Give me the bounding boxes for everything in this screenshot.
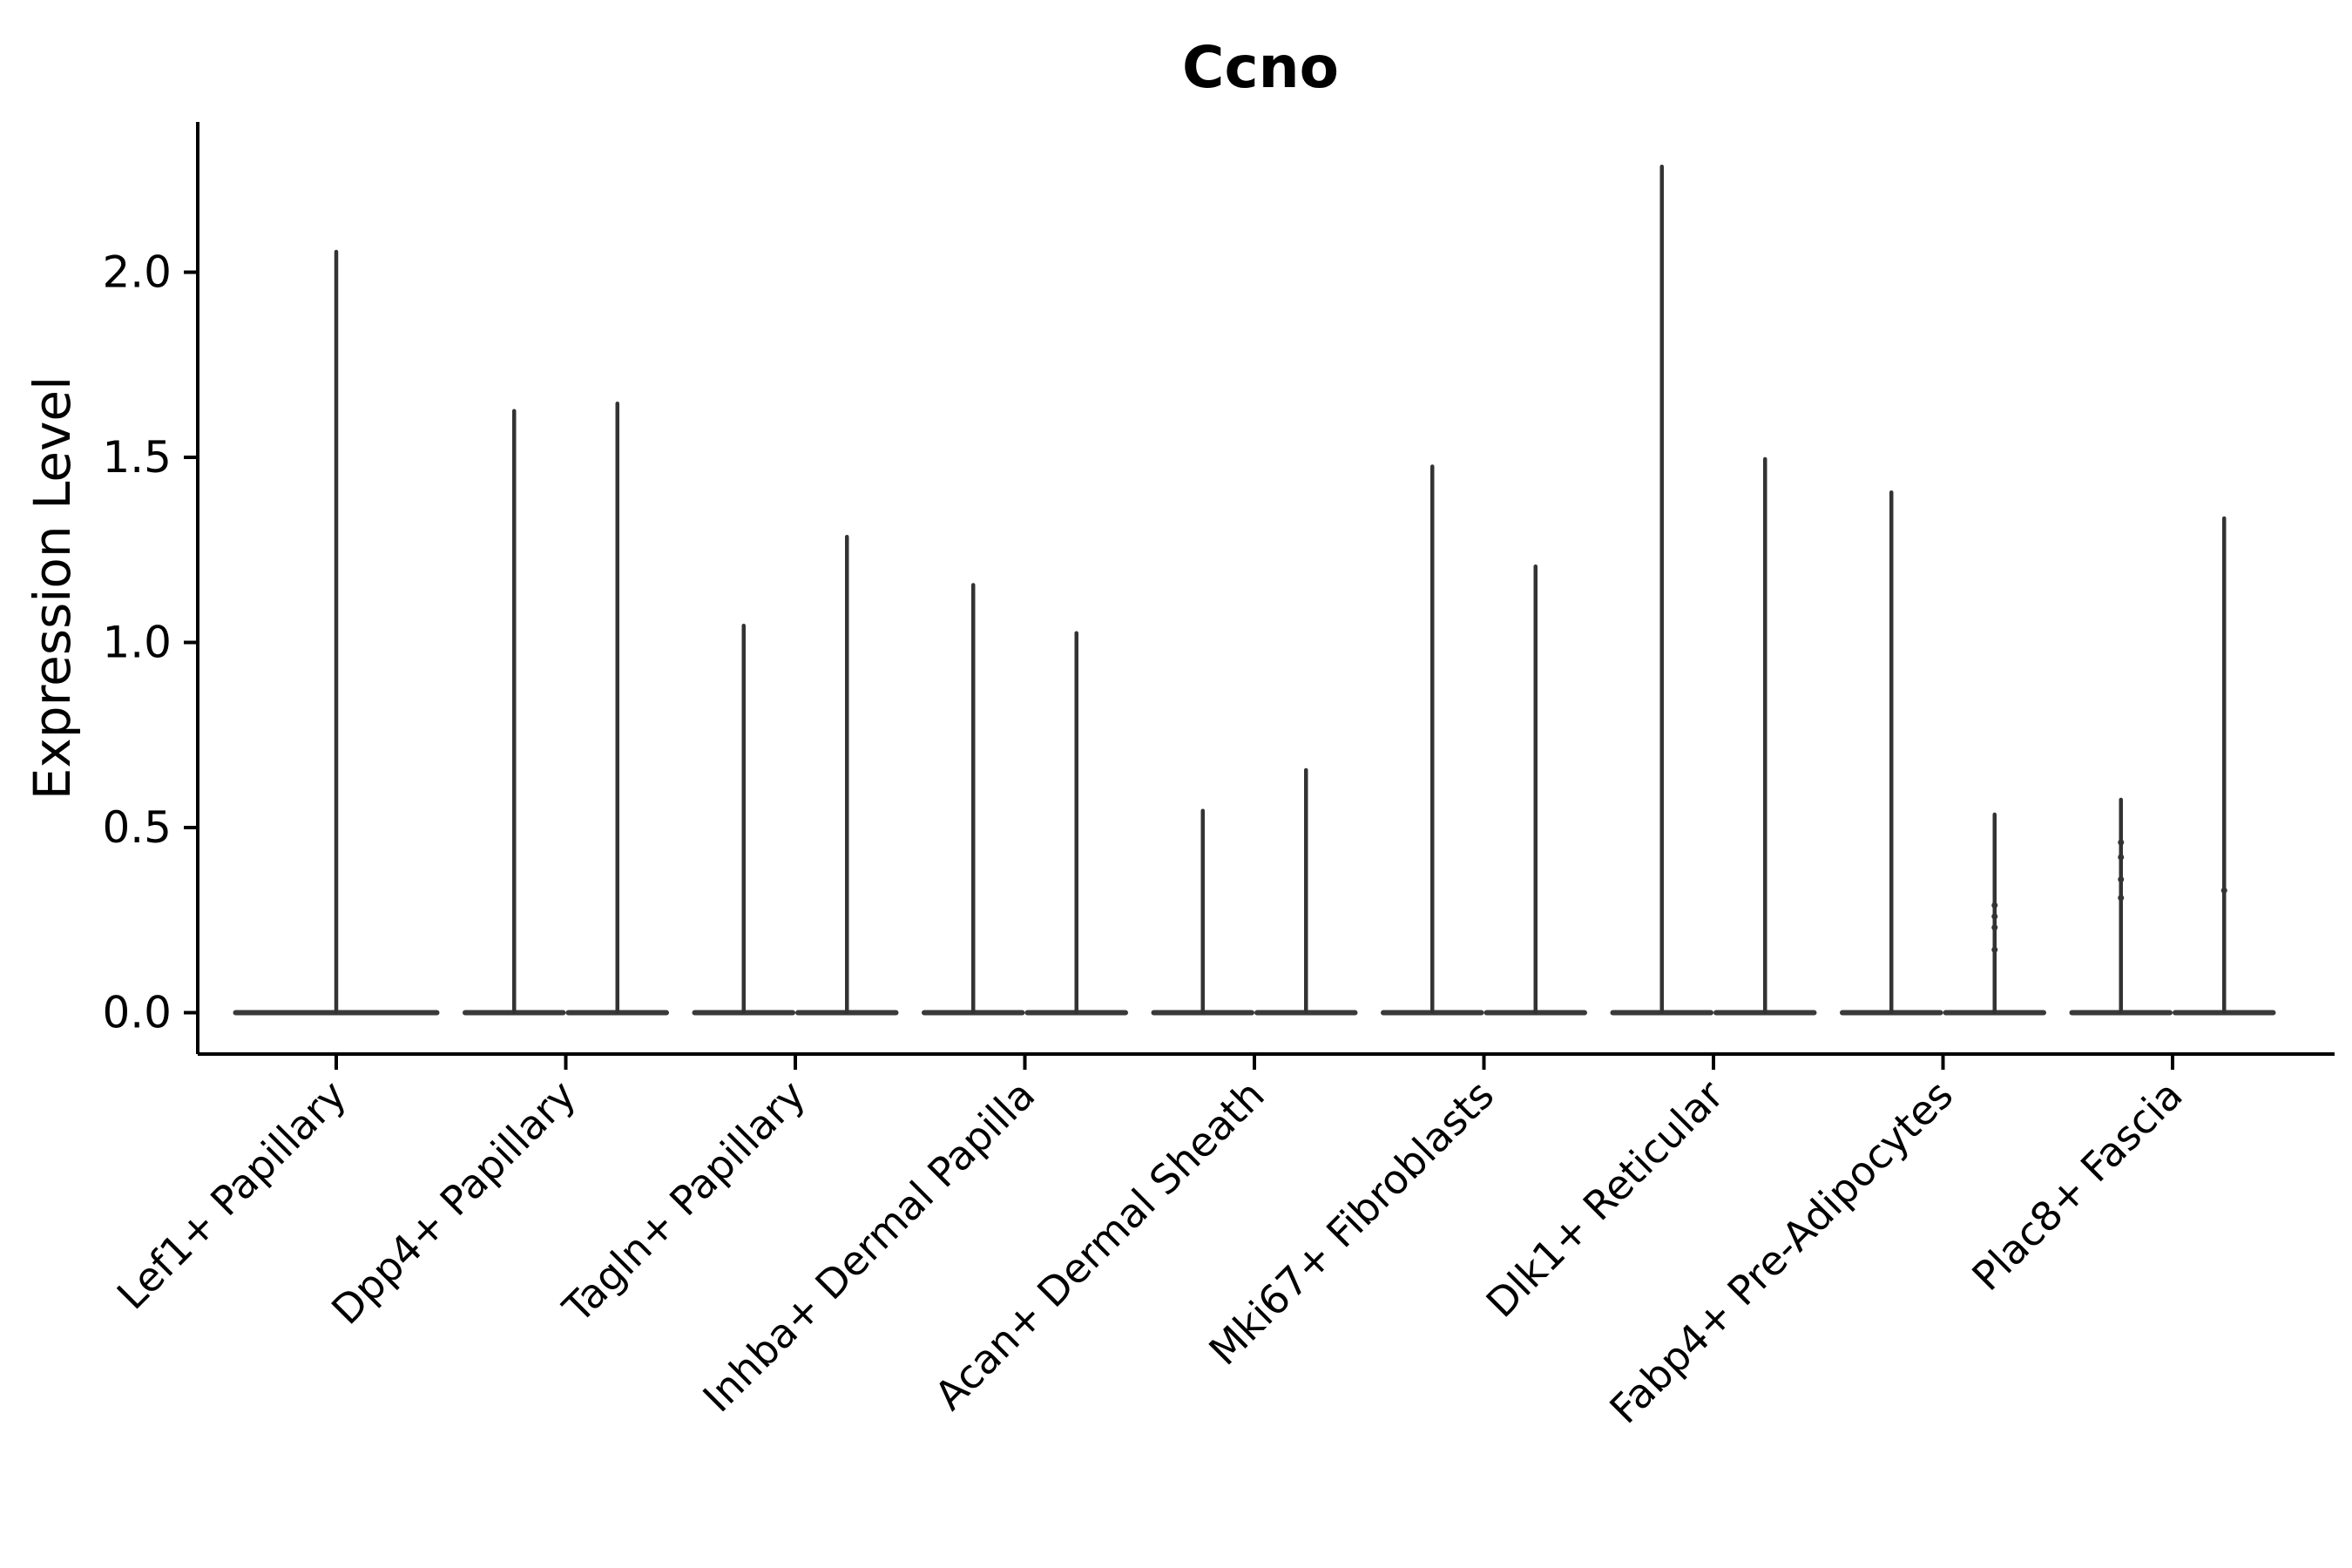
x-tick-label: Plac8+ Fascia	[1963, 1071, 2191, 1300]
y-tick-label: 1.0	[102, 618, 172, 668]
data-point	[2220, 887, 2227, 894]
y-tick-label: 0.0	[102, 988, 172, 1038]
y-tick-label: 2.0	[102, 247, 172, 298]
y-tick-label: 0.5	[102, 802, 172, 853]
data-point	[1991, 946, 1998, 953]
data-point	[2118, 895, 2125, 902]
data-point	[1991, 913, 1998, 920]
data-point	[2118, 839, 2125, 846]
x-tick-label: Dpp4+ Papillary	[322, 1071, 585, 1334]
x-tick-label: Lef1+ Papillary	[108, 1071, 355, 1319]
data-point	[1991, 924, 1998, 931]
y-tick-label: 1.5	[102, 432, 172, 483]
data-point	[2118, 854, 2125, 861]
x-tick-label: Dlk1+ Reticular	[1477, 1071, 1733, 1327]
data-point	[1991, 902, 1998, 909]
data-point	[2118, 876, 2125, 882]
chart-title: Ccno	[1182, 34, 1339, 101]
x-tick-label: Tagln+ Papillary	[553, 1071, 814, 1333]
y-axis-label: Expression Level	[23, 376, 82, 800]
